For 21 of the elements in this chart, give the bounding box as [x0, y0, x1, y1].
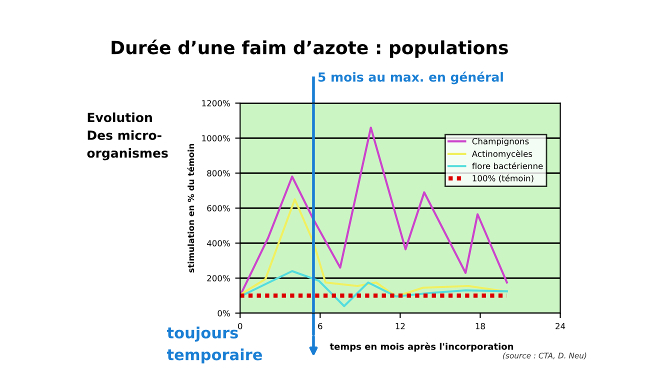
- x-tick-label: 12: [396, 322, 405, 330]
- x-axis-title: temps en mois après l'incorporation: [330, 342, 514, 352]
- x-tick-label: 0: [238, 322, 242, 330]
- chart-title: Durée d’une faim d’azote : populations: [112, 40, 508, 58]
- y-tick-label: 800%: [207, 170, 230, 176]
- y-tick-label: 0%: [218, 310, 230, 316]
- legend-label: Actinomycèles: [472, 150, 532, 159]
- x-tick-label: 6: [318, 322, 322, 330]
- text: Evolution Des micro- organismes: [87, 112, 168, 160]
- legend-label: 100% (témoin): [472, 174, 534, 182]
- y-axis-title: stimulation en % du témoin: [187, 144, 194, 273]
- y-tick-label: 600%: [207, 205, 230, 212]
- y-tick-label: 1000%: [202, 135, 230, 142]
- x-tick-label: 18: [476, 322, 485, 330]
- legend-label: flore bactérienne: [472, 162, 543, 170]
- y-tick-label: 1200%: [202, 100, 230, 106]
- x-tick-label: 24: [556, 322, 566, 330]
- ref-line-label: 5 mois au max. en général: [318, 72, 503, 84]
- y-tick-label: 400%: [206, 240, 230, 246]
- legend-label: Champignons: [472, 138, 529, 146]
- y-tick-label: 200%: [207, 275, 230, 282]
